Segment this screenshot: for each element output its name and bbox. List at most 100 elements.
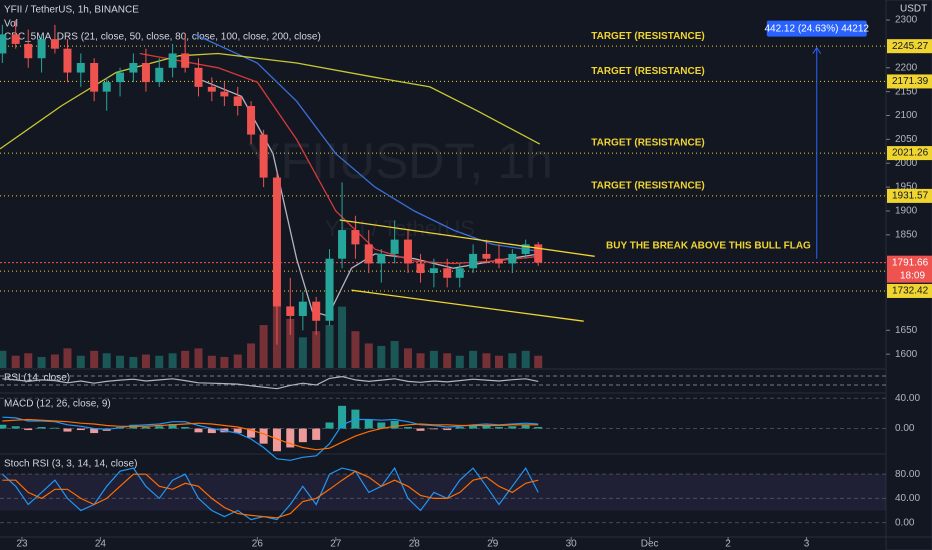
indicator-line — [2, 416, 539, 461]
candle-body — [272, 177, 281, 307]
flag-note: BUY THE BREAK ABOVE THIS BULL FLAG — [606, 241, 811, 252]
histogram-bar — [181, 427, 190, 429]
histogram-bar — [482, 425, 491, 429]
histogram-bar — [0, 424, 7, 429]
currency: USDT — [900, 4, 927, 15]
volume-bar — [443, 353, 452, 368]
volume-bar — [168, 353, 177, 368]
histogram-bar — [390, 420, 399, 429]
x-tick-label: 30 — [566, 539, 578, 550]
y-tick-label: 80.00 — [895, 469, 920, 480]
volume-bar — [534, 355, 543, 368]
volume-bar — [494, 355, 503, 368]
volume-bar — [24, 353, 33, 368]
candle-body — [168, 53, 177, 68]
volume-bar — [429, 350, 438, 368]
volume-bar — [102, 353, 111, 368]
x-tick-label: 24 — [95, 539, 107, 550]
histogram-bar — [508, 426, 517, 429]
volume-bar — [286, 318, 295, 368]
candle-body — [24, 43, 33, 59]
y-tick-label: 1950 — [895, 182, 918, 193]
histogram-bar — [24, 428, 33, 431]
candle-body — [403, 239, 412, 264]
histogram-bar — [50, 427, 59, 429]
histogram-bar — [155, 426, 164, 429]
x-tick-label: 28 — [409, 539, 421, 550]
volume-bar — [259, 325, 268, 368]
candle-body — [129, 63, 138, 73]
candle-body — [50, 39, 59, 49]
candle-body — [63, 48, 72, 73]
level-box — [887, 39, 932, 54]
candle-body — [247, 105, 256, 135]
histogram-bar — [141, 427, 150, 429]
x-tick-label: 27 — [330, 539, 342, 550]
volume-bar — [338, 306, 347, 368]
measure-box — [766, 20, 867, 37]
volume-bar — [247, 343, 256, 368]
histogram-bar — [194, 428, 203, 433]
volume-bar — [455, 355, 464, 368]
volume-bar — [416, 353, 425, 368]
level-box — [887, 188, 932, 203]
candle-body — [494, 258, 503, 264]
moving-average — [0, 52, 541, 150]
volume-bar — [37, 356, 46, 368]
y-tick-label: 0.00 — [895, 517, 915, 528]
level-label: 2171.39 — [892, 76, 929, 87]
y-tick-label: 2050 — [895, 134, 918, 145]
candle-body — [443, 268, 452, 278]
last-price-box — [887, 255, 932, 283]
histogram-bar — [521, 424, 530, 429]
watermark: YFIIUSDT, 1h — [247, 133, 553, 189]
histogram-bar — [469, 424, 478, 429]
candle-body — [455, 268, 464, 278]
histogram-bar — [312, 428, 321, 440]
x-tick-label: 29 — [487, 539, 499, 550]
histogram-bar — [298, 428, 307, 443]
histogram-bar — [37, 427, 46, 429]
candle-body — [233, 96, 242, 106]
volume-bar — [155, 355, 164, 368]
volume-bar — [141, 354, 150, 368]
y-tick-label: 2200 — [895, 62, 918, 73]
candle-body — [377, 253, 386, 264]
histogram-bar — [403, 427, 412, 429]
volume-bar — [377, 345, 386, 368]
level-label: 1732.42 — [892, 286, 929, 297]
volume-title: Vol — [4, 19, 18, 30]
measure-label: 442.12 (24.63%) 44212 — [764, 23, 869, 34]
histogram-bar — [286, 428, 295, 448]
y-tick-label: 2300 — [895, 15, 918, 26]
indicator-band — [0, 474, 886, 511]
volume-bar — [90, 350, 99, 368]
volume-bar — [403, 348, 412, 368]
x-tick-label: Dec — [641, 539, 659, 550]
volume-bar — [194, 348, 203, 368]
x-tick-label: 3 — [804, 539, 810, 550]
candle-body — [141, 63, 150, 83]
level-note: TARGET (RESISTANCE) — [591, 138, 705, 149]
histogram-bar — [90, 428, 99, 434]
volume-bar — [233, 354, 242, 368]
arrow-head — [812, 46, 822, 54]
y-tick-label: 2150 — [895, 86, 918, 97]
countdown: 18:09 — [900, 270, 925, 281]
volume-bar — [63, 348, 72, 368]
candle-body — [521, 244, 530, 254]
y-tick-label: 1900 — [895, 206, 918, 217]
histogram-bar — [338, 405, 347, 429]
trendline — [351, 289, 584, 322]
volume-bar — [207, 355, 216, 368]
y-tick-label: 2100 — [895, 110, 918, 121]
candle-body — [364, 244, 373, 264]
volume-bar — [364, 343, 373, 368]
level-box — [887, 146, 932, 161]
level-note: TARGET (RESISTANCE) — [591, 66, 705, 77]
histogram-bar — [247, 428, 256, 438]
candle-body — [207, 86, 216, 92]
volume-bar — [181, 350, 190, 368]
